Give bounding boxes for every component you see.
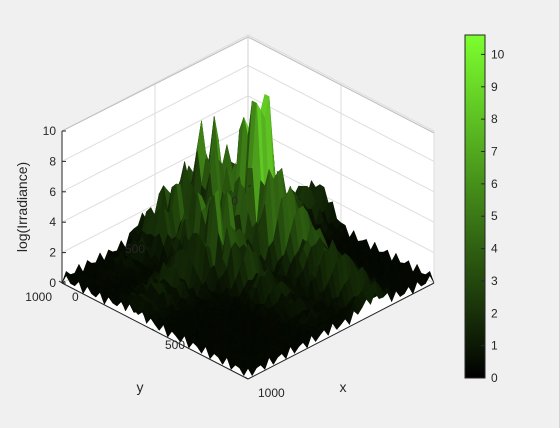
y-tick-mark bbox=[61, 280, 66, 284]
colorbar-tick-label: 10 bbox=[491, 47, 505, 61]
y-tick-mark bbox=[154, 232, 159, 236]
colorbar-tick-label: 5 bbox=[491, 209, 498, 223]
x-tick-label: 1000 bbox=[258, 386, 285, 400]
colorbar-tick-label: 3 bbox=[491, 274, 498, 288]
colorbar-tick-label: 1 bbox=[491, 339, 498, 353]
colorbar-tick-label: 6 bbox=[491, 177, 498, 191]
x-tick-mark bbox=[58, 280, 63, 284]
y-tick-label: 1000 bbox=[25, 290, 52, 304]
colorbar-gradient bbox=[464, 34, 486, 379]
x-axis-label: x bbox=[340, 379, 347, 395]
z-tick-label: 0 bbox=[49, 276, 56, 290]
surface-mesh bbox=[61, 93, 435, 377]
z-tick-label: 10 bbox=[43, 124, 57, 138]
y-tick-label: 500 bbox=[125, 242, 145, 256]
surface-patch bbox=[243, 365, 253, 376]
x-tick-mark bbox=[244, 376, 249, 380]
colorbar-tick-label: 2 bbox=[491, 306, 498, 320]
x-tick-label: 0 bbox=[72, 290, 79, 304]
y-axis-label: y bbox=[137, 379, 144, 395]
colorbar: 0 1 2 3 4 5 6 7 8 9 10 bbox=[464, 34, 505, 385]
z-tick-label: 8 bbox=[49, 154, 56, 168]
y-tick-mark bbox=[247, 184, 252, 188]
z-tick-label: 4 bbox=[49, 215, 56, 229]
x-tick-label: 500 bbox=[165, 338, 185, 352]
x-tick-mark bbox=[151, 328, 156, 332]
z-tick-label: 6 bbox=[49, 185, 56, 199]
z-axis-label: log(Irradiance) bbox=[14, 162, 30, 252]
z-tick-label: 2 bbox=[49, 246, 56, 260]
colorbar-tick-label: 9 bbox=[491, 80, 498, 94]
colorbar-tick-label: 8 bbox=[491, 112, 498, 126]
colorbar-tick-label: 7 bbox=[491, 144, 498, 158]
colorbar-tick-label: 0 bbox=[491, 371, 498, 385]
y-tick-label: 0 bbox=[231, 194, 238, 208]
colorbar-tick-label: 4 bbox=[491, 242, 498, 256]
